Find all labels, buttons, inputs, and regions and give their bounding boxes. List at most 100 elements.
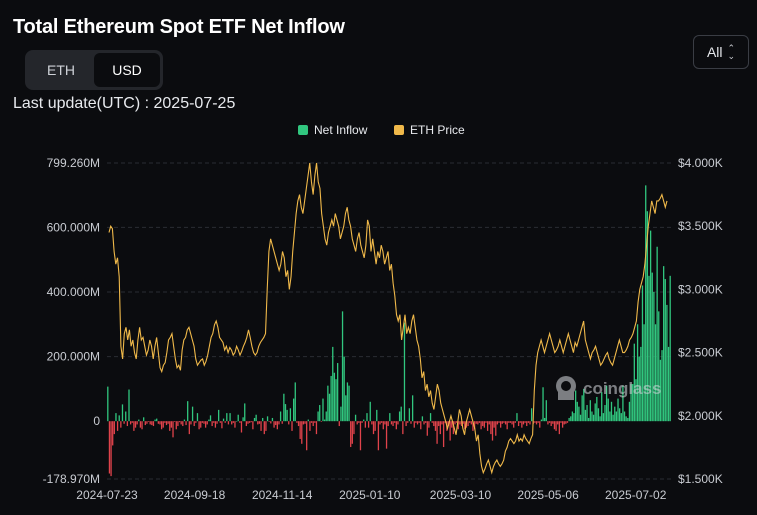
inflow-bar[interactable] [596, 396, 598, 422]
inflow-bar[interactable] [149, 421, 151, 425]
inflow-bar[interactable] [361, 421, 363, 423]
inflow-bar[interactable] [635, 379, 637, 422]
inflow-bar[interactable] [612, 414, 614, 422]
inflow-bar[interactable] [589, 400, 591, 422]
inflow-bar[interactable] [188, 421, 190, 435]
inflow-bar[interactable] [312, 421, 314, 427]
inflow-bar[interactable] [384, 421, 386, 425]
inflow-bar[interactable] [108, 421, 111, 474]
inflow-bar[interactable] [346, 382, 349, 422]
inflow-bar[interactable] [643, 324, 645, 422]
inflow-bar[interactable] [561, 421, 564, 428]
inflow-bar[interactable] [469, 421, 471, 423]
inflow-bar[interactable] [200, 421, 202, 428]
inflow-bar[interactable] [653, 291, 655, 422]
inflow-bar[interactable] [565, 421, 567, 424]
inflow-bar[interactable] [457, 421, 459, 430]
inflow-bar[interactable] [284, 404, 287, 422]
inflow-bar[interactable] [338, 421, 340, 427]
inflow-bar[interactable] [555, 421, 557, 431]
inflow-bar[interactable] [418, 421, 420, 423]
inflow-bar[interactable] [508, 421, 510, 423]
inflow-bar[interactable] [645, 185, 647, 422]
inflow-bar[interactable] [628, 401, 631, 422]
inflow-bar[interactable] [385, 421, 388, 449]
inflow-bar[interactable] [470, 421, 472, 425]
inflow-bar[interactable] [428, 421, 430, 428]
inflow-bar[interactable] [573, 413, 575, 422]
inflow-bar[interactable] [226, 413, 228, 422]
inflow-bar[interactable] [444, 421, 446, 423]
inflow-bar[interactable] [451, 421, 453, 428]
inflow-bar[interactable] [330, 375, 332, 422]
inflow-bar[interactable] [216, 421, 218, 424]
inflow-bar[interactable] [407, 421, 409, 423]
inflow-bar[interactable] [472, 421, 474, 431]
inflow-bar[interactable] [162, 421, 164, 428]
inflow-bar[interactable] [583, 388, 585, 422]
inflow-bar[interactable] [209, 415, 212, 422]
inflow-bar[interactable] [146, 421, 148, 424]
inflow-bar[interactable] [646, 211, 649, 422]
inflow-bar[interactable] [454, 421, 456, 425]
inflow-bar[interactable] [641, 285, 644, 422]
inflow-bar[interactable] [513, 421, 515, 428]
inflow-bar[interactable] [327, 385, 329, 422]
inflow-bar[interactable] [630, 384, 632, 422]
inflow-bar[interactable] [636, 324, 639, 422]
inflow-bar[interactable] [411, 395, 414, 422]
inflow-bar[interactable] [649, 230, 652, 422]
inflow-bar[interactable] [271, 417, 274, 422]
inflow-bar[interactable] [138, 419, 140, 422]
usd-unit-button[interactable]: USD [94, 53, 160, 87]
inflow-bar[interactable] [126, 421, 129, 427]
inflow-bar[interactable] [232, 421, 234, 423]
inflow-bar[interactable] [178, 421, 181, 423]
inflow-bar[interactable] [112, 421, 114, 446]
inflow-bar[interactable] [640, 346, 642, 422]
inflow-bar[interactable] [143, 417, 145, 422]
inflow-bar[interactable] [615, 411, 618, 422]
inflow-bar[interactable] [288, 421, 290, 425]
inflow-bar[interactable] [478, 421, 481, 423]
inflow-bar[interactable] [273, 421, 275, 428]
inflow-bar[interactable] [341, 311, 344, 422]
inflow-bar[interactable] [320, 421, 322, 422]
inflow-bar[interactable] [666, 304, 668, 422]
inflow-bar[interactable] [364, 421, 367, 428]
inflow-bar[interactable] [436, 421, 438, 444]
inflow-bar[interactable] [658, 311, 660, 422]
inflow-bar[interactable] [291, 421, 293, 431]
inflow-bar[interactable] [123, 421, 125, 424]
inflow-bar[interactable] [522, 421, 525, 425]
inflow-bar[interactable] [625, 416, 627, 422]
inflow-bar[interactable] [586, 405, 588, 422]
inflow-bar[interactable] [250, 421, 252, 423]
inflow-bar[interactable] [581, 395, 583, 422]
inflow-bar[interactable] [591, 411, 593, 422]
inflow-bar[interactable] [147, 421, 150, 422]
inflow-bar[interactable] [601, 392, 603, 422]
inflow-bar[interactable] [431, 421, 433, 423]
inflow-bar[interactable] [227, 421, 230, 425]
inflow-bar[interactable] [486, 421, 489, 431]
inflow-bar[interactable] [152, 421, 155, 427]
inflow-bar[interactable] [623, 411, 626, 422]
inflow-bar[interactable] [654, 324, 657, 422]
inflow-bar[interactable] [633, 343, 635, 422]
inflow-bar[interactable] [213, 421, 215, 423]
inflow-bar[interactable] [405, 421, 407, 427]
inflow-bar[interactable] [356, 421, 358, 425]
inflow-bar[interactable] [240, 421, 243, 433]
inflow-bar[interactable] [410, 421, 412, 424]
inflow-bar[interactable] [374, 421, 376, 431]
inflow-bar[interactable] [219, 421, 221, 423]
inflow-bar[interactable] [237, 414, 239, 422]
inflow-bar[interactable] [265, 421, 267, 431]
inflow-bar[interactable] [167, 421, 169, 424]
inflow-bar[interactable] [156, 418, 158, 422]
inflow-bar[interactable] [456, 421, 458, 423]
inflow-bar[interactable] [160, 421, 163, 430]
inflow-bar[interactable] [239, 421, 241, 423]
inflow-bar[interactable] [294, 382, 296, 422]
